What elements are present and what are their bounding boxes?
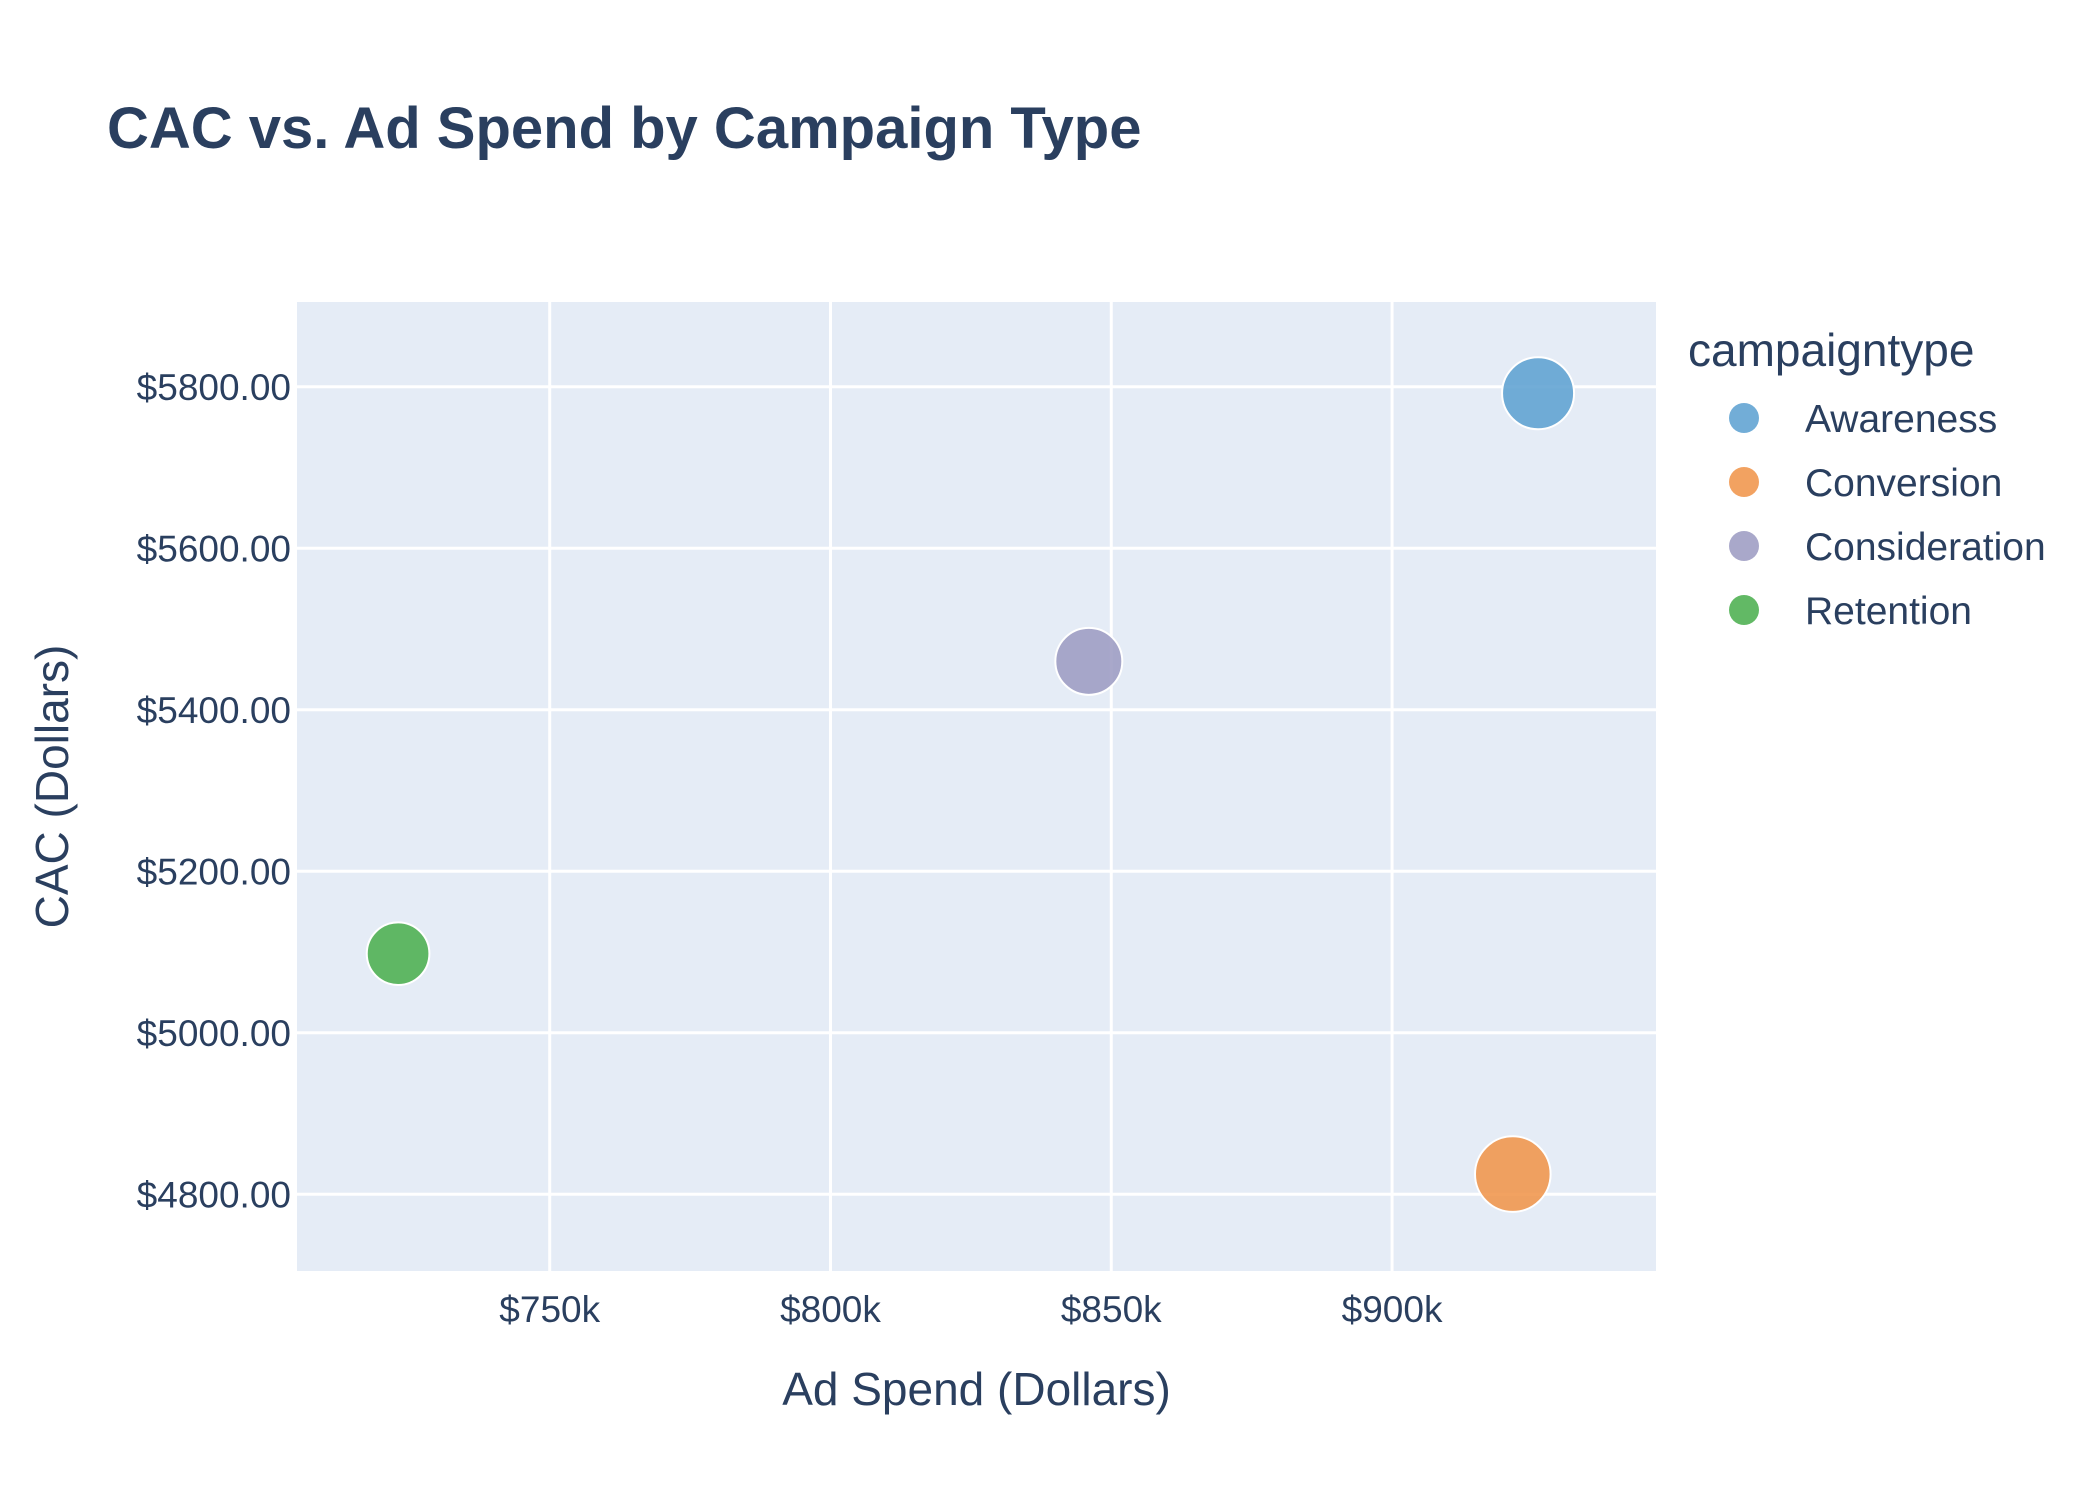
- y-tick-label: $5200.00: [137, 851, 291, 892]
- x-tick-label: $850k: [1061, 1289, 1162, 1330]
- legend-title: campaigntype: [1688, 324, 1974, 376]
- y-tick-label: $4800.00: [137, 1174, 291, 1215]
- legend-label-retention[interactable]: Retention: [1805, 590, 1972, 633]
- y-tick-labels: $4800.00 $5000.00 $5200.00 $5400.00 $5600.00…: [137, 367, 291, 1215]
- x-tick-label: $800k: [780, 1289, 881, 1330]
- legend-label-awareness[interactable]: Awareness: [1805, 398, 1997, 441]
- legend-label-conversion[interactable]: Conversion: [1805, 462, 2002, 505]
- legend: campaigntype Awareness Conversion Consider…: [1688, 324, 2046, 633]
- x-tick-label: $750k: [499, 1289, 600, 1330]
- marker-conversion[interactable]: [1473, 1135, 1552, 1213]
- y-axis-title: CAC (Dollars): [26, 645, 78, 929]
- marker-consideration[interactable]: [1054, 626, 1124, 696]
- legend-label-consideration[interactable]: Consideration: [1805, 526, 2046, 569]
- x-axis-title: Ad Spend (Dollars): [782, 1363, 1171, 1415]
- legend-marker-retention: [1729, 595, 1759, 625]
- x-tick-label: $900k: [1342, 1289, 1443, 1330]
- y-tick-label: $5800.00: [137, 367, 291, 408]
- legend-items: Awareness Conversion Consideration Retentio…: [1729, 398, 2046, 633]
- data-markers: [365, 356, 1576, 1213]
- plot-area: [297, 302, 1656, 1271]
- legend-marker-consideration: [1729, 531, 1759, 561]
- chart-title: CAC vs. Ad Spend by Campaign Type: [107, 96, 1141, 161]
- legend-marker-conversion: [1729, 467, 1759, 497]
- legend-marker-awareness: [1729, 403, 1759, 433]
- x-tick-labels: $750k $800k $850k $900k: [499, 1289, 1443, 1330]
- grid-lines: [297, 302, 1656, 1271]
- y-tick-label: $5400.00: [137, 690, 291, 731]
- marker-awareness[interactable]: [1501, 356, 1576, 431]
- marker-retention[interactable]: [365, 921, 431, 986]
- y-tick-label: $5600.00: [137, 528, 291, 569]
- y-tick-label: $5000.00: [137, 1013, 291, 1054]
